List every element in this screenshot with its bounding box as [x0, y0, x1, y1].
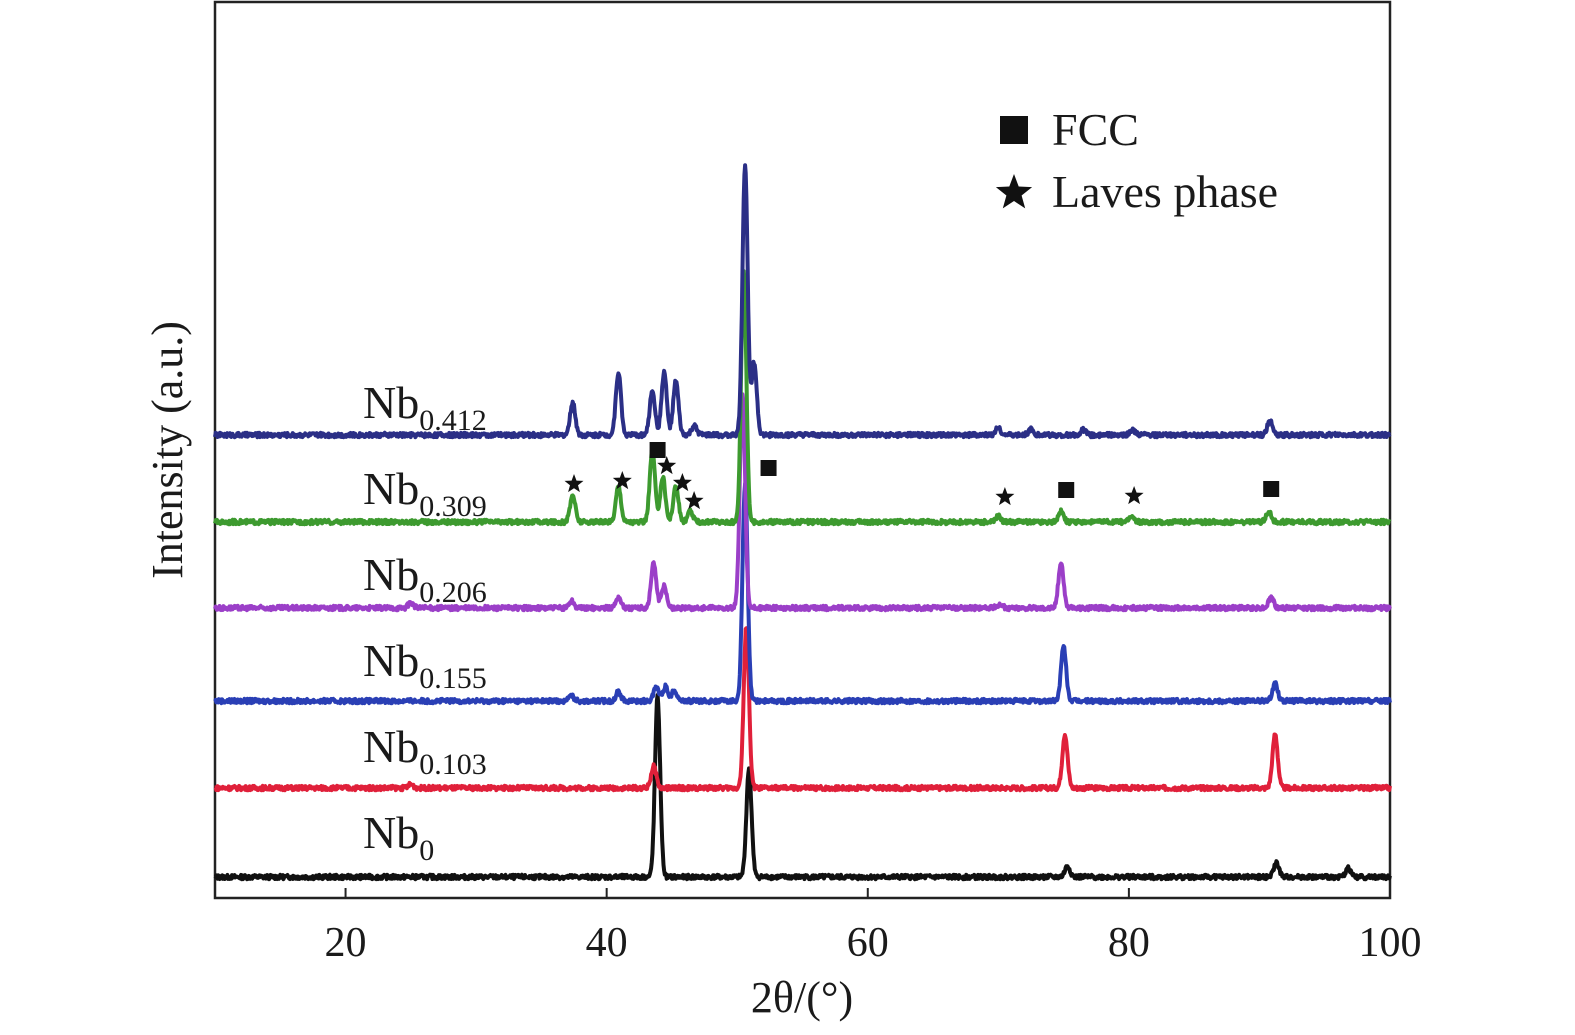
series-label-main: Nb: [363, 377, 419, 428]
series-label-sub: 0.412: [419, 404, 487, 437]
series-label-sub: 0: [419, 834, 434, 867]
x-axis-title: 2θ/(°): [751, 973, 853, 1022]
fcc-square-icon: [1058, 482, 1075, 498]
laves-star-icon: [657, 456, 677, 475]
x-tick-label: 20: [325, 920, 367, 966]
series-layer: [213, 163, 1392, 882]
series-line-Nb0-412: [213, 163, 1392, 440]
series-label-sub: 0.206: [419, 576, 487, 609]
series-line-Nb0-309: [213, 269, 1392, 527]
laves-star-icon: [1124, 486, 1144, 505]
series-label-main: Nb: [363, 549, 419, 600]
series-line-Nb0-103: [213, 626, 1392, 793]
x-tick-label: 80: [1108, 920, 1150, 966]
series-label-main: Nb: [363, 807, 419, 858]
series-label-Nb0-309: Nb0.309: [363, 463, 487, 523]
legend-label-fcc: FCC: [1052, 104, 1139, 155]
series-label-main: Nb: [363, 635, 419, 686]
series-label-sub: 0.103: [419, 748, 487, 781]
series-line-Nb0-155: [213, 481, 1392, 706]
plot-frame: [213, 0, 1392, 900]
fcc-square-icon: [649, 442, 666, 458]
x-tick-label: 60: [847, 920, 889, 966]
x-tick-label: 40: [586, 920, 628, 966]
series-label-Nb0-103: Nb0.103: [363, 721, 487, 781]
fcc-square-icon: [1263, 481, 1280, 497]
laves-star-icon: [672, 473, 692, 492]
laves-star-icon: [684, 491, 704, 510]
series-label-main: Nb: [363, 463, 419, 514]
series-label-sub: 0.155: [419, 662, 487, 695]
series-line-Nb0: [213, 693, 1392, 882]
legend: FCC Laves phase: [995, 104, 1278, 217]
series-label-Nb0-155: Nb0.155: [363, 635, 487, 695]
series-label-Nb0-412: Nb0.412: [363, 377, 487, 437]
x-tick-label: 100: [1359, 920, 1422, 966]
series-line-Nb0-206: [213, 392, 1392, 613]
legend-star-icon: [995, 174, 1033, 209]
series-label-Nb0: Nb0: [363, 807, 434, 867]
series-label-Nb0-206: Nb0.206: [363, 549, 487, 609]
laves-star-icon: [995, 487, 1015, 506]
phase-markers: [564, 442, 1280, 510]
x-ticks: 20 40 60 80 100: [325, 888, 1422, 966]
laves-star-icon: [564, 474, 584, 493]
series-label-sub: 0.309: [419, 490, 487, 523]
y-axis-title: Intensity (a.u.): [143, 321, 192, 579]
legend-square-icon: [1000, 116, 1028, 144]
fcc-square-icon: [760, 460, 777, 476]
laves-star-icon: [612, 471, 632, 490]
legend-label-laves: Laves phase: [1052, 166, 1278, 217]
series-label-main: Nb: [363, 721, 419, 772]
